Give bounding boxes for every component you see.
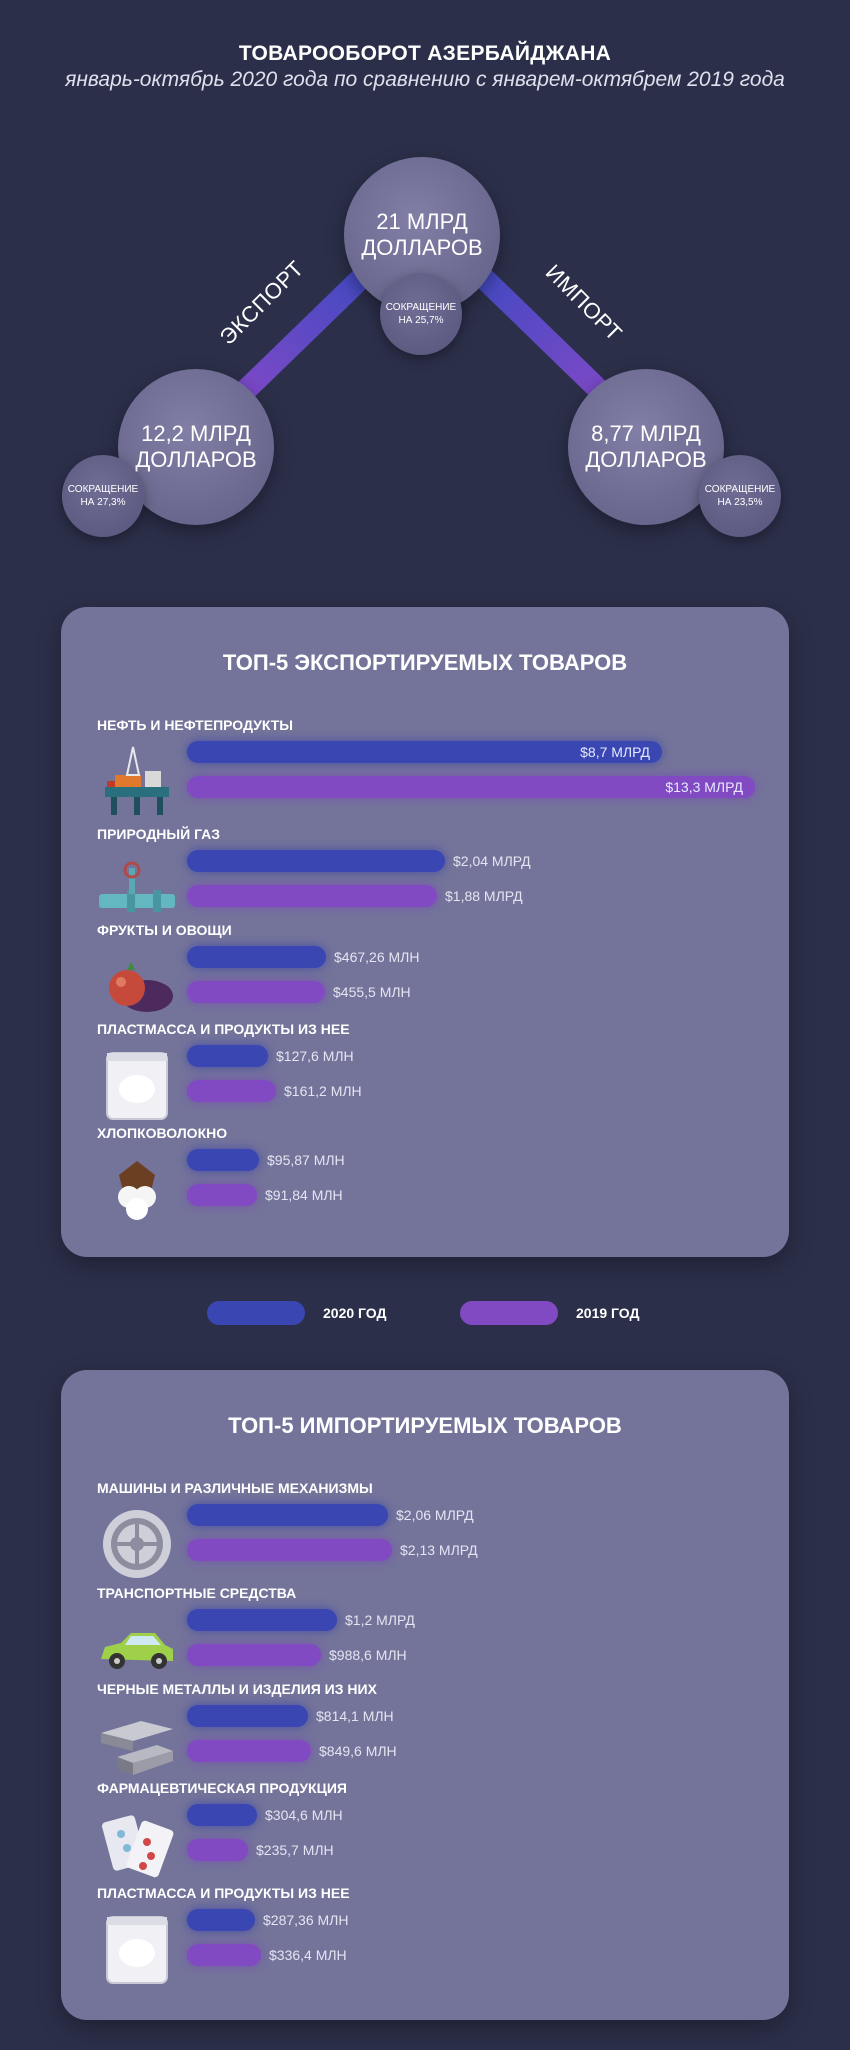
bar-2019 — [187, 1539, 392, 1561]
category-label: ЧЕРНЫЕ МЕТАЛЛЫ И ИЗДЕЛИЯ ИЗ НИХ — [97, 1681, 377, 1697]
import-change-line2: НА 23,5% — [717, 497, 763, 508]
total-change-line2: НА 25,7% — [398, 315, 444, 326]
legend-2019-swatch — [460, 1301, 558, 1325]
bar-2019 — [187, 1944, 261, 1966]
value-label: $8,7 МЛРД — [580, 744, 650, 760]
gear-icon — [97, 1504, 177, 1584]
total-value-line1: 21 МЛРД — [376, 209, 468, 234]
value-label: $91,84 МЛН — [265, 1187, 343, 1203]
bar-2020 — [187, 1804, 257, 1826]
value-label: $287,36 МЛН — [263, 1912, 349, 1928]
gas-pipeline-icon — [97, 850, 177, 930]
bar-2020 — [187, 1504, 388, 1526]
value-label: $1,88 МЛРД — [445, 888, 523, 904]
bar-2019 — [187, 776, 755, 798]
bar-2019 — [187, 1184, 257, 1206]
category-label: ТРАНСПОРТНЫЕ СРЕДСТВА — [97, 1585, 297, 1601]
pills-icon — [97, 1804, 177, 1884]
value-label: $1,2 МЛРД — [345, 1612, 415, 1628]
category-label: ПРИРОДНЫЙ ГАЗ — [97, 826, 220, 842]
import-value-line2: ДОЛЛАРОВ — [585, 447, 707, 472]
category-label: ХЛОПКОВОЛОКНО — [97, 1125, 228, 1141]
bar-2019 — [187, 885, 437, 907]
export-change-line1: СОКРАЩЕНИЕ — [67, 484, 139, 495]
car-icon — [97, 1609, 177, 1689]
export-change-circle: СОКРАЩЕНИЕ НА 27,3% — [62, 455, 144, 537]
value-label: $95,87 МЛН — [267, 1152, 345, 1168]
total-change-line1: СОКРАЩЕНИЕ — [385, 302, 457, 313]
import-change-circle: СОКРАЩЕНИЕ НА 23,5% — [699, 455, 781, 537]
value-label: $2,04 МЛРД — [453, 853, 531, 869]
bar-2020 — [187, 741, 662, 763]
bar-2020 — [187, 1609, 337, 1631]
total-value-line2: ДОЛЛАРОВ — [361, 235, 483, 260]
value-label: $336,4 МЛН — [269, 1947, 347, 1963]
import-panel-title: ТОП-5 ИМПОРТИРУЕМЫХ ТОВАРОВ — [228, 1413, 622, 1438]
page-subtitle: январь-октябрь 2020 года по сравнению с … — [65, 68, 785, 91]
plastic-bag-icon — [97, 1909, 177, 1989]
total-turnover-circle: 21 МЛРД ДОЛЛАРОВ — [344, 157, 500, 313]
legend-2020-swatch — [207, 1301, 305, 1325]
bar-2020 — [187, 1705, 308, 1727]
import-value-line1: 8,77 МЛРД — [591, 421, 701, 446]
value-label: $988,6 МЛН — [329, 1647, 407, 1663]
category-label: ПЛАСТМАССА И ПРОДУКТЫ ИЗ НЕЕ — [97, 1885, 350, 1901]
value-label: $455,5 МЛН — [333, 984, 411, 1000]
value-label: $304,6 МЛН — [265, 1807, 343, 1823]
total-change-circle: СОКРАЩЕНИЕ НА 25,7% — [380, 273, 462, 355]
import-panel: ТОП-5 ИМПОРТИРУЕМЫХ ТОВАРОВ МАШИНЫ И РАЗ… — [61, 1370, 789, 2020]
fruits-vegetables-icon — [97, 946, 177, 1026]
value-label: $13,3 МЛРД — [665, 779, 743, 795]
export-change-line2: НА 27,3% — [80, 497, 126, 508]
metal-bars-icon — [97, 1705, 177, 1785]
category-label: НЕФТЬ И НЕФТЕПРОДУКТЫ — [97, 717, 293, 733]
bar-2020 — [187, 1045, 268, 1067]
bar-2019 — [187, 1839, 248, 1861]
export-circle: 12,2 МЛРД ДОЛЛАРОВ — [118, 369, 274, 525]
value-label: $849,6 МЛН — [319, 1743, 397, 1759]
import-circle: 8,77 МЛРД ДОЛЛАРОВ — [568, 369, 724, 525]
category-label: ПЛАСТМАССА И ПРОДУКТЫ ИЗ НЕЕ — [97, 1021, 350, 1037]
value-label: $2,06 МЛРД — [396, 1507, 474, 1523]
export-value-line1: 12,2 МЛРД — [141, 421, 251, 446]
export-panel-title: ТОП-5 ЭКСПОРТИРУЕМЫХ ТОВАРОВ — [222, 650, 628, 675]
value-label: $127,6 МЛН — [276, 1048, 354, 1064]
bar-2020 — [187, 1149, 259, 1171]
bar-2020 — [187, 850, 445, 872]
import-change-line1: СОКРАЩЕНИЕ — [704, 484, 776, 495]
bar-2019 — [187, 981, 325, 1003]
export-panel: ТОП-5 ЭКСПОРТИРУЕМЫХ ТОВАРОВ НЕФТЬ И НЕФ… — [61, 607, 789, 1257]
page-title: ТОВАРООБОРОТ АЗЕРБАЙДЖАНА — [238, 42, 612, 65]
category-label: ФРУКТЫ И ОВОЩИ — [97, 922, 232, 938]
oil-rig-icon — [97, 741, 177, 821]
bar-2020 — [187, 1909, 255, 1931]
value-label: $161,2 МЛН — [284, 1083, 362, 1099]
category-label: ФАРМАЦЕВТИЧЕСКАЯ ПРОДУКЦИЯ — [97, 1780, 347, 1796]
value-label: $467,26 МЛН — [334, 949, 420, 965]
plastic-bag-icon — [97, 1045, 177, 1125]
value-label: $814,1 МЛН — [316, 1708, 394, 1724]
export-value-line2: ДОЛЛАРОВ — [135, 447, 257, 472]
cotton-icon — [97, 1149, 177, 1229]
category-label: МАШИНЫ И РАЗЛИЧНЫЕ МЕХАНИЗМЫ — [97, 1480, 373, 1496]
legend-2019-label: 2019 ГОД — [576, 1305, 640, 1321]
bar-2020 — [187, 946, 326, 968]
value-label: $235,7 МЛН — [256, 1842, 334, 1858]
value-label: $2,13 МЛРД — [400, 1542, 478, 1558]
bar-2019 — [187, 1644, 321, 1666]
legend-2020-label: 2020 ГОД — [323, 1305, 387, 1321]
bar-2019 — [187, 1080, 276, 1102]
bar-2019 — [187, 1740, 311, 1762]
